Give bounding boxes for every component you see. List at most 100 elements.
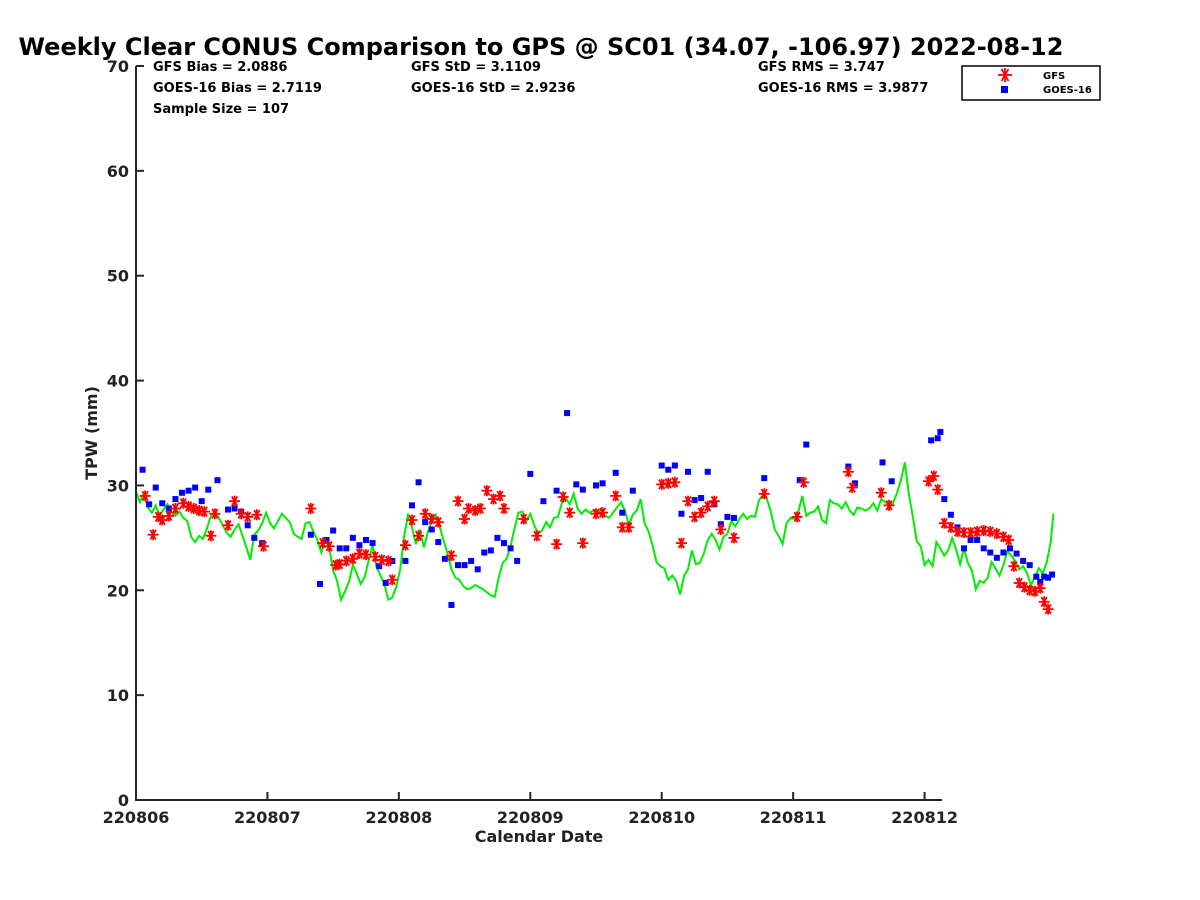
goes-point [336, 545, 343, 552]
goes-point [1041, 573, 1048, 580]
goes-point [139, 466, 146, 473]
goes-point [1026, 562, 1033, 569]
gfs-point [1003, 534, 1015, 546]
goes-point [402, 557, 409, 564]
x-tick-label: 220809 [497, 808, 564, 827]
goes-point [455, 562, 461, 569]
gfs-point [846, 482, 858, 494]
goes-point [967, 536, 974, 543]
goes-point [474, 566, 481, 573]
goes-point [527, 470, 534, 477]
gfs-point [487, 493, 499, 505]
gfs-point [791, 511, 803, 523]
goes-point [731, 514, 737, 521]
goes-point [974, 536, 981, 543]
goes-point [947, 511, 954, 518]
goes-point [205, 486, 212, 493]
stat-gfs-bias: GFS Bias = 2.0886 [153, 60, 287, 75]
goes-point [993, 554, 1000, 561]
gfs-point [229, 495, 241, 507]
x-ticks: 220806 220807 220808 220809 220810 220811 2208… [103, 792, 958, 827]
legend-gfs-marker [998, 68, 1012, 82]
y-axis-label: TPW (mm) [82, 386, 101, 480]
gfs-point [1042, 603, 1054, 615]
goes-point [1007, 545, 1013, 552]
x-tick-label: 220811 [760, 808, 827, 827]
gfs-point [689, 511, 701, 523]
gfs-point [928, 470, 940, 482]
x-tick-label: 220806 [103, 808, 170, 827]
goes-point [671, 462, 678, 469]
goes-point [185, 487, 192, 494]
gfs-point [183, 500, 195, 512]
goes-point [507, 545, 514, 552]
gfs-point [386, 574, 398, 586]
gfs-point [715, 523, 727, 535]
goes-point [934, 435, 941, 442]
gfs-point [758, 488, 770, 500]
gfs-point [139, 490, 151, 502]
gfs-point [198, 506, 210, 518]
gfs-point [163, 510, 175, 522]
legend-gfs-label: GFS [1043, 71, 1065, 82]
gfs-point [419, 508, 431, 520]
legend-box [961, 65, 1101, 101]
goes-point [1049, 571, 1056, 578]
gfs-point [1008, 560, 1020, 572]
gfs-point [695, 507, 707, 519]
goes-point [349, 534, 356, 541]
goes-point [422, 519, 429, 526]
gfs-point [498, 502, 510, 514]
x-tick-label: 220807 [234, 808, 301, 827]
goes-point [461, 562, 468, 569]
legend-goes-label: GOES-16 [1043, 85, 1092, 96]
gfs-point [459, 513, 471, 525]
gfs-point [951, 526, 963, 538]
gfs-point [347, 553, 359, 565]
goes-point [724, 513, 731, 520]
goes-point [1013, 550, 1020, 557]
goes-point [658, 462, 665, 469]
goes-point [1033, 573, 1040, 580]
goes-point [704, 468, 711, 475]
goes-point [159, 500, 166, 507]
gfs-point [623, 521, 635, 533]
gfs-point [257, 540, 269, 552]
goes-point [888, 478, 895, 485]
y-tick-label: 0 [118, 791, 129, 810]
goes-point [468, 557, 475, 564]
goes-point [879, 459, 886, 466]
gfs-point [557, 491, 569, 503]
gfs-point [610, 490, 622, 502]
gfs-point [551, 538, 563, 550]
gfs-point [399, 539, 411, 551]
gfs-point [978, 525, 990, 537]
y-tick-label: 20 [107, 581, 129, 600]
gfs-point [798, 476, 810, 488]
stat-gfs-std: GFS StD = 3.1109 [411, 60, 541, 75]
goes-point [343, 545, 350, 552]
goes-point [231, 505, 238, 512]
y-ticks: 0 10 20 30 40 50 60 70 [107, 57, 144, 810]
gfs-point [883, 499, 895, 511]
y-tick-label: 50 [107, 267, 129, 286]
gfs-point [682, 495, 694, 507]
y-tick-label: 70 [107, 57, 129, 76]
gfs-point [222, 519, 234, 531]
gfs-point [242, 511, 254, 523]
gfs-point [702, 500, 714, 512]
goes-point [1045, 574, 1052, 581]
gfs-point [971, 526, 983, 538]
goes-point [152, 484, 159, 491]
goes-point [937, 428, 944, 435]
gfs-point [923, 475, 935, 487]
gfs-point [590, 508, 602, 520]
legend-goes-marker [1001, 86, 1008, 93]
stat-goes-rms: GOES-16 RMS = 3.9877 [758, 81, 928, 96]
goes-point [678, 510, 685, 517]
goes-point [494, 534, 501, 541]
chart-title: Weekly Clear CONUS Comparison to GPS @ S… [19, 33, 1064, 61]
goes-point [941, 496, 948, 503]
goes-point [514, 557, 521, 564]
stat-sample-size: Sample Size = 107 [153, 102, 289, 117]
